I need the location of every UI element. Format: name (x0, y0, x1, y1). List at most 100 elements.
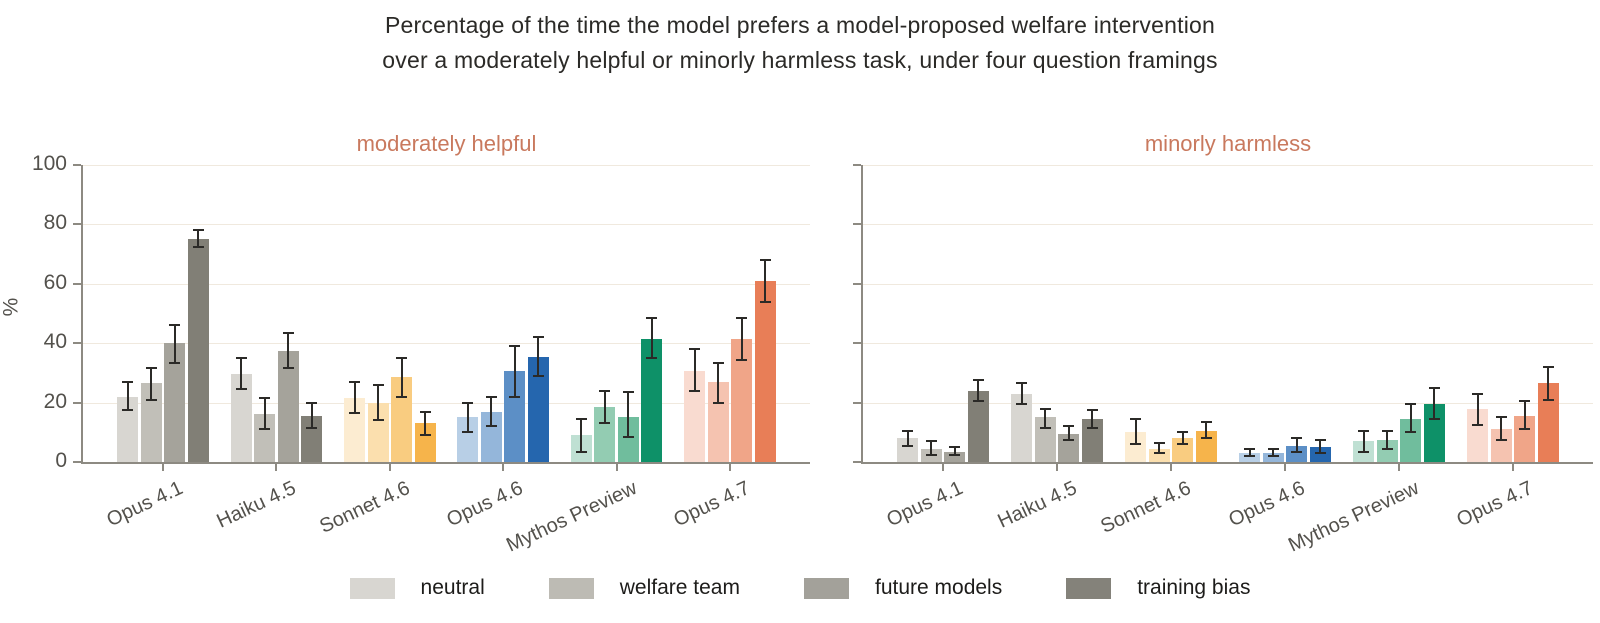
subplot-title-minorly-harmless: minorly harmless (1144, 131, 1312, 156)
error-bar (1020, 383, 1023, 405)
error-bar-cap-top (1358, 429, 1370, 432)
error-bar-cap-top (192, 229, 204, 232)
x-tick-mark (1056, 464, 1058, 471)
bar (897, 438, 919, 462)
error-bar-cap-top (419, 410, 431, 413)
error-bar-cap-bottom (1472, 423, 1484, 426)
error-bar-cap-bottom (689, 389, 701, 392)
error-bar (1362, 430, 1365, 452)
bar (684, 371, 706, 462)
x-tick-label: Haiku 4.5 (213, 477, 300, 533)
y-tick-mark (853, 223, 861, 226)
error-bar-cap-bottom (169, 361, 181, 364)
error-bar-cap-top (485, 395, 497, 398)
error-bar-cap-bottom (145, 398, 157, 401)
bar (1309, 447, 1331, 462)
error-bar-cap-top (1472, 392, 1484, 395)
error-bar-cap-top (1200, 420, 1212, 423)
error-bar (263, 398, 266, 430)
bar (164, 343, 186, 462)
x-axis-line (81, 462, 810, 464)
x-tick-label: Haiku 4.5 (994, 477, 1081, 533)
error-bar-cap-top (1405, 403, 1417, 406)
error-bar-cap-top (972, 379, 984, 382)
legend-item: neutral (349, 576, 485, 600)
y-tick-label: 40 (43, 330, 67, 354)
error-bar-cap-top (1267, 447, 1279, 450)
subplot-moderately-helpful: 0 20 40 60 80 100 Opus 4.1 Haiku 4.5 Sonnet 4.6 O… (32, 152, 810, 557)
error-bar (1067, 426, 1070, 440)
error-bar (1386, 430, 1389, 449)
y-tick-mark (73, 401, 81, 404)
bar (277, 350, 299, 462)
error-bar-cap-bottom (1495, 438, 1507, 441)
error-bar-cap-bottom (235, 388, 247, 391)
bar (254, 414, 276, 462)
legend-label: welfare team (619, 576, 740, 599)
x-tick-label: Opus 4.6 (443, 477, 527, 532)
gridline (83, 165, 810, 166)
x-tick-label: Sonnet 4.6 (316, 477, 414, 538)
error-bar (1319, 439, 1322, 454)
error-bar (400, 358, 403, 397)
error-bar-cap-top (1063, 425, 1075, 428)
error-bar-cap-top (122, 380, 134, 383)
gridline (83, 224, 810, 226)
error-bar (466, 402, 469, 433)
y-tick-mark (73, 164, 81, 166)
error-bar-cap-top (282, 331, 294, 334)
bar (504, 371, 526, 462)
error-bar-cap-bottom (712, 401, 724, 404)
error-bar-cap-top (1542, 365, 1554, 368)
error-bar-cap-bottom (485, 425, 497, 428)
bar (1490, 429, 1512, 462)
bar (344, 398, 366, 462)
bar (754, 280, 776, 462)
bar (1537, 383, 1559, 462)
error-bar-cap-bottom (1200, 437, 1212, 440)
error-bar (930, 441, 933, 455)
error-bar-cap-top (1039, 407, 1051, 410)
error-bar-cap-bottom (925, 453, 937, 456)
error-bar-cap-bottom (532, 374, 544, 377)
error-bar-cap-top (759, 259, 771, 262)
x-tick-label: Opus 4.1 (883, 477, 967, 532)
bar (1148, 448, 1170, 462)
error-bar-cap-bottom (1291, 450, 1303, 453)
legend: neutral welfare team future models training… (0, 576, 1600, 600)
bar (617, 417, 639, 462)
error-bar-cap-bottom (1063, 438, 1075, 441)
error-bar-cap-top (1016, 382, 1028, 385)
x-tick-mark (388, 464, 391, 471)
y-tick-label: 0 (55, 449, 67, 472)
error-bar-cap-top (145, 367, 157, 370)
y-axis-label: % (0, 297, 23, 317)
y-tick-mark (853, 164, 861, 166)
error-bar-cap-bottom (1381, 447, 1393, 450)
error-bar-cap-top (1130, 417, 1142, 420)
error-bar (1181, 432, 1184, 445)
error-bar (424, 411, 427, 436)
error-bar-cap-bottom (419, 434, 431, 437)
bar (1376, 439, 1398, 462)
bar (117, 396, 139, 462)
error-bar-cap-top (949, 446, 961, 449)
chart-title-line1: Percentage of the time the model prefers… (385, 12, 1215, 38)
gridline (863, 224, 1593, 226)
error-bar (1476, 393, 1479, 425)
error-bar (1547, 366, 1550, 400)
y-tick-mark (853, 401, 861, 404)
error-bar-cap-top (1291, 437, 1303, 440)
error-bar-cap-bottom (1267, 455, 1279, 458)
y-tick-mark (73, 223, 81, 226)
error-bar-cap-top (1153, 441, 1165, 444)
y-tick-label: 20 (43, 389, 67, 413)
error-bar (1205, 421, 1208, 439)
error-bar-cap-bottom (509, 395, 521, 398)
error-bar (1500, 417, 1503, 440)
y-tick-mark (73, 461, 81, 463)
error-bar (1134, 418, 1137, 445)
error-bar-cap-bottom (372, 419, 384, 422)
x-tick-mark (615, 464, 618, 471)
gridline (863, 283, 1593, 285)
